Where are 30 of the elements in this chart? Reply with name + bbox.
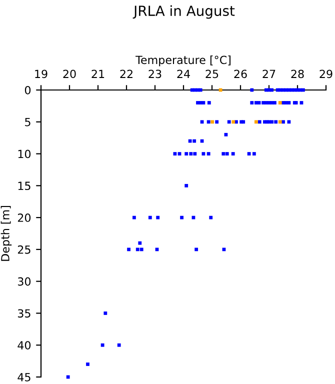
- x-tick-label: 20: [63, 70, 76, 78]
- y-tick-label: 40: [18, 341, 31, 350]
- x-tick-label: 26: [234, 70, 247, 78]
- x-tick-label: 23: [148, 70, 162, 78]
- x-tick-label: 28: [291, 70, 304, 78]
- x-tick-label: 22: [120, 70, 132, 78]
- y-tick-label: 20: [18, 214, 31, 222]
- point: [278, 120, 282, 124]
- x-tick-label: 19: [35, 70, 48, 78]
- point: [210, 120, 214, 124]
- point: [232, 120, 236, 124]
- y-tick-label: 45: [18, 373, 30, 382]
- x-tick-label: 24: [177, 70, 190, 78]
- x-tick-label: 27: [262, 70, 276, 78]
- y-tick-label: 0: [24, 86, 31, 94]
- y-tick-label: 15: [18, 182, 30, 190]
- y-tick-label: 25: [18, 245, 30, 254]
- point: [218, 88, 222, 92]
- x-axis-title: Temperature [°C]: [136, 56, 230, 66]
- x-tick-label: 25: [206, 70, 218, 78]
- y-tick-label: 5: [25, 118, 30, 126]
- x-tick-label: 29: [320, 70, 332, 78]
- point: [278, 101, 282, 104]
- y-tick-label: 10: [18, 150, 31, 158]
- y-axis-title: Depth [m]: [0, 206, 12, 261]
- chart-title: JRLA in August: [132, 5, 235, 19]
- y-tick-label: 35: [18, 309, 30, 318]
- point: [254, 120, 258, 124]
- y-tick-label: 30: [18, 277, 31, 286]
- x-tick-label: 21: [92, 70, 104, 78]
